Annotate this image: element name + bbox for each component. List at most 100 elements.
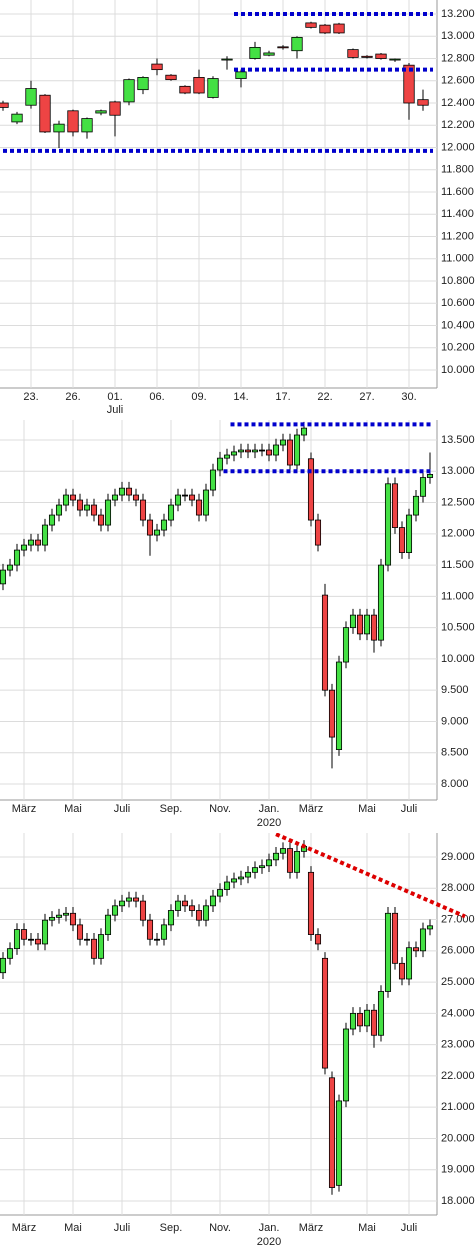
y-tick-label: 12.000 [441,141,475,153]
candle-body [151,63,163,71]
candle-body [83,938,91,941]
candle-body [347,49,359,58]
candle-body [69,494,77,501]
candle-body [48,916,56,921]
candle-body [97,514,105,526]
candle-body [109,101,121,116]
candle-body [293,850,301,873]
y-tick-label: 8.000 [441,778,469,790]
y-tick-label: 12.200 [441,119,475,131]
candle-body [174,900,182,911]
y-tick-label: 13.000 [441,465,475,477]
x-tick-label: Mai [64,1222,82,1234]
candle-body [6,564,14,571]
candle-body [305,22,317,28]
candle-body [181,900,189,907]
candle-body [426,925,434,930]
y-tick-label: 23.000 [441,1039,475,1051]
y-tick-label: 13.200 [441,8,475,20]
candle-body [237,876,245,880]
x-tick-label: Nov. [209,803,231,815]
candle-body [377,564,385,641]
candle-body [118,900,126,907]
candle-body [62,912,70,916]
candle-body [412,947,420,952]
candle-body [265,859,273,867]
candle-body [370,1009,378,1036]
chart-2: 8.000 8.500 9.000 9.500 10.000 10.500 11.000 11… [0,420,475,829]
candle-body [160,924,168,940]
candle-body [202,489,210,516]
x-tick-label: 14. [233,391,248,403]
candle-body [81,118,93,133]
x-tick-label: März [299,1222,323,1234]
y-tick-label: 11.000 [441,253,474,265]
candle-body [125,487,133,496]
y-tick-label: 12.600 [441,75,475,87]
candle-body [216,457,224,471]
y-tick-label: 26.000 [441,945,475,957]
candle-body [90,504,98,516]
candle-body [165,74,177,81]
candle-body [279,848,287,854]
candle-body [153,529,161,536]
candle-body [328,689,336,738]
candle-body [104,499,112,526]
candle-body [125,897,133,902]
candle-body [223,454,231,459]
candle-body [111,905,119,916]
x-sublabel: 2020 [257,817,281,829]
candle-body [349,1012,357,1030]
candle-body [258,865,266,869]
y-tick-label: 11.200 [441,230,474,242]
y-tick-label: 28.000 [441,882,475,894]
candle-body [314,934,322,945]
candle-body [209,895,217,907]
candle-body [76,499,84,511]
candle-body [188,905,196,911]
candle-body [244,871,252,878]
candle-body [11,113,23,123]
x-tick-label: Jan. [259,803,280,815]
y-tick-label: 9.500 [441,684,469,696]
candle-body [146,519,154,536]
candle-body [123,79,135,103]
candle-body [0,569,7,585]
y-tick-label: 10.800 [441,275,475,287]
candle-body [230,878,238,883]
candle-body [265,449,273,456]
candle-body [272,444,280,456]
candle-body [361,55,373,58]
candle-body [41,524,49,546]
candle-body [321,594,329,691]
y-tick-label: 10.500 [441,622,475,634]
candle-body [363,614,371,635]
candle-body [377,991,385,1036]
x-tick-label: Juli [114,803,131,815]
candle-body [286,439,294,466]
candle-body [167,504,175,521]
x-tick-label: 23. [23,391,38,403]
candle-body [363,1009,371,1027]
candle-body [95,110,107,114]
candle-body [277,46,289,49]
y-tick-label: 11.000 [441,590,474,602]
chart-3: 18.000 19.000 20.000 21.000 22.000 23.000 24.0… [0,833,475,1248]
candle-body [20,544,28,551]
x-tick-label: Juli [401,1222,418,1234]
candle-body [55,914,63,918]
candle-body [230,451,238,456]
candle-body [195,499,203,516]
x-sublabel: 2020 [257,1236,281,1248]
y-tick-label: 11.400 [441,208,474,220]
candle-body [179,85,191,94]
candle-body [104,914,112,935]
trend-line [275,833,466,919]
candle-body [279,439,287,446]
candle-body [97,934,105,959]
candle-body [426,474,434,478]
x-tick-label: März [12,803,36,815]
candle-body [335,661,343,750]
candle-body [235,71,247,79]
y-tick-label: 13.000 [441,30,475,42]
